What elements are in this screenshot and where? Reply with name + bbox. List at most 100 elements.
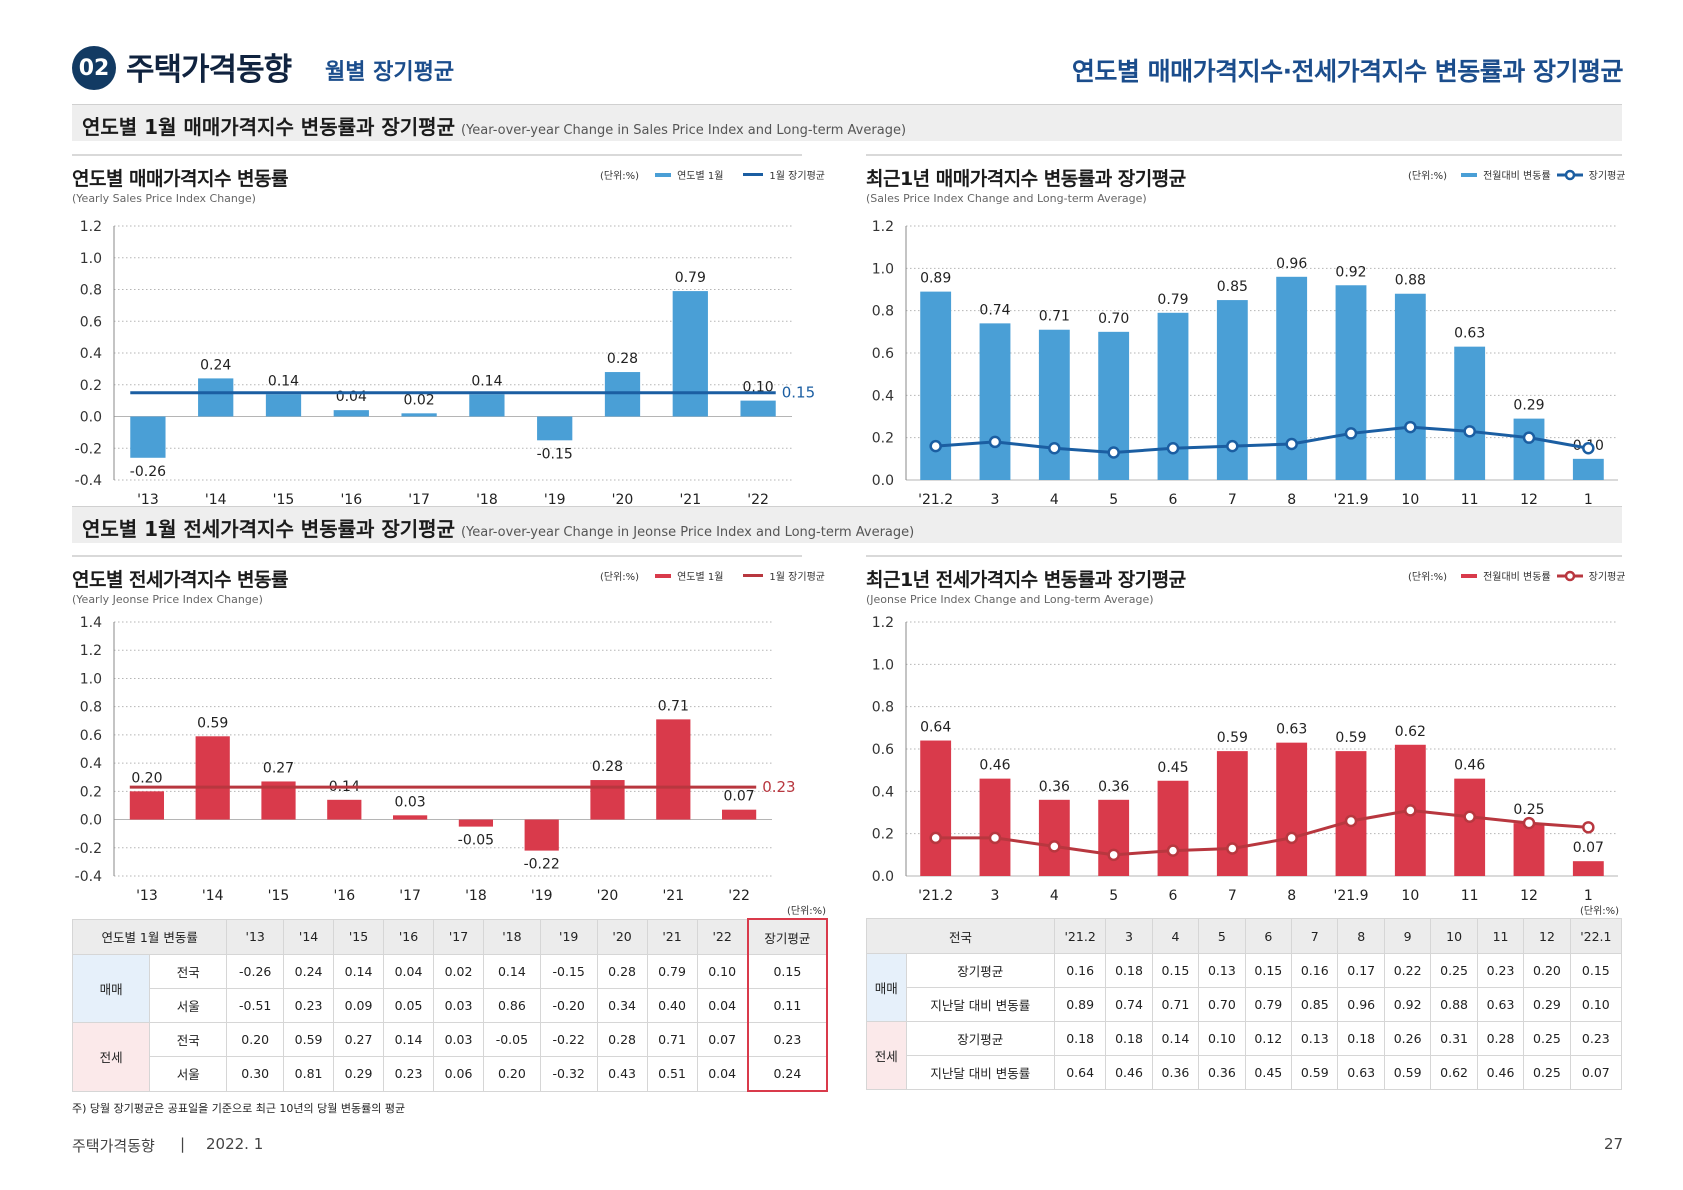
jeonse-recent-chart: 1.2 1.0 0.8 0.6 0.4 0.2 0.0 0.64 '21.2 0.46 3 0.36 4… <box>872 615 1618 902</box>
bar <box>1572 458 1604 480</box>
legend-bar-swatch <box>655 172 672 177</box>
data-label: 0.74 <box>979 302 1010 318</box>
chart-legend: (단위:%) 연도별 1월 1월 장기평균 <box>600 568 825 583</box>
table-row: 서울 -0.51 0.23 0.09 0.05 0.03 0.86 -0.20 0.34 0.40… <box>73 988 829 1023</box>
bar <box>195 736 230 820</box>
table-cell: 0.15 <box>1569 953 1623 988</box>
page-number: 27 <box>1604 1135 1624 1153</box>
x-tick-label: '22 <box>747 492 769 508</box>
x-tick-label: 10 <box>1401 888 1419 902</box>
table-cell: 0.92 <box>1383 987 1432 1022</box>
data-label: 0.28 <box>592 759 623 775</box>
table-cell: -0.51 <box>226 988 285 1023</box>
data-label: 0.14 <box>471 373 502 389</box>
row-label: 장기평균 <box>905 953 1056 988</box>
unit-label: (단위:%) <box>600 572 640 583</box>
x-tick-label: '20 <box>612 492 634 508</box>
bar <box>979 778 1011 876</box>
row-region-label: 서울 <box>149 1056 228 1092</box>
data-label: -0.05 <box>458 833 494 849</box>
table-cell: 0.29 <box>333 1056 385 1092</box>
data-label: 0.36 <box>1098 779 1129 795</box>
table-cell: 0.28 <box>596 954 648 989</box>
line-point <box>1226 842 1239 855</box>
y-tick-label: 0.0 <box>80 410 102 426</box>
x-tick-label: '17 <box>399 888 421 902</box>
y-tick-label: 0.4 <box>872 784 894 800</box>
bar <box>327 799 362 820</box>
table-cell: -0.22 <box>539 1022 598 1057</box>
table-cell: 0.20 <box>1523 953 1571 988</box>
table-cell: 0.23 <box>283 988 335 1023</box>
row-region-label: 전국 <box>149 954 228 989</box>
data-label: 0.46 <box>979 758 1010 774</box>
chart-legend: (단위:%) 연도별 1월 1월 장기평균 <box>600 167 825 182</box>
chart-legend: (단위:%) 전월대비 변동률 장기평균 <box>1408 568 1625 583</box>
y-tick-label: 1.0 <box>80 671 102 687</box>
y-tick-label: 0.8 <box>872 700 894 716</box>
line-point <box>1404 804 1417 817</box>
unit-label: (단위:%) <box>600 171 640 182</box>
jeonse-section-band: 연도별 1월 전세가격지수 변동률과 장기평균 (Year-over-year C… <box>72 506 1622 543</box>
x-tick-label: 5 <box>1109 492 1118 508</box>
table-cell: 0.62 <box>1430 1055 1478 1090</box>
y-tick-label: 0.2 <box>872 827 894 843</box>
long-term-average-line <box>935 808 1589 857</box>
table-cell: 0.88 <box>1430 987 1478 1022</box>
column-header: 8 <box>1337 918 1385 954</box>
data-label: 0.96 <box>1276 256 1307 272</box>
bar <box>721 809 757 820</box>
panel-divider <box>72 154 802 156</box>
table-cell: 0.23 <box>1569 1021 1623 1056</box>
table-cell: 0.40 <box>646 988 698 1023</box>
y-tick-label: 1.2 <box>80 219 102 235</box>
table-cell: 0.29 <box>1523 987 1571 1022</box>
table-cell: 0.07 <box>696 1022 749 1057</box>
x-tick-label: '20 <box>597 888 619 902</box>
column-header: '19 <box>539 918 598 955</box>
footer-publication: 주택가격동향 <box>72 1137 155 1155</box>
sales-section-title: 연도별 1월 매매가격지수 변동률과 장기평균 (Year-over-year C… <box>82 111 906 140</box>
bar <box>458 819 494 827</box>
bar <box>920 740 952 876</box>
x-tick-label: 3 <box>991 492 1000 508</box>
row-group-label: 전세 <box>71 1022 151 1092</box>
x-tick-label: '16 <box>333 888 355 902</box>
table-cell: 0.13 <box>1198 953 1246 988</box>
y-tick-label: 0.8 <box>872 304 894 320</box>
x-tick-label: '14 <box>205 492 227 508</box>
x-tick-label: '21.2 <box>918 492 953 508</box>
x-tick-label: '19 <box>544 492 566 508</box>
x-tick-label: '22 <box>728 888 750 902</box>
table-cell: 0.46 <box>1476 1055 1525 1090</box>
chart-title: 연도별 매매가격지수 변동률 <box>72 168 289 190</box>
line-point <box>1344 427 1358 440</box>
bar <box>524 819 559 851</box>
table-cell: 0.27 <box>333 1022 385 1057</box>
table-cell: 0.10 <box>1198 1021 1246 1056</box>
table-cell: -0.05 <box>482 1022 541 1057</box>
long-term-average-line <box>935 425 1589 454</box>
y-tick-label: -0.2 <box>75 841 102 857</box>
y-tick-label: 1.0 <box>872 261 894 277</box>
table-cell: 0.86 <box>482 988 541 1023</box>
monthly-change-table: 전국 '21.2 3 4 5 6 7 8 9 10 11 12'22.1 매매 장기평균 0.16 0.18 0… <box>866 918 1623 1090</box>
line-point <box>1404 420 1417 434</box>
table-cell: 0.30 <box>226 1056 285 1092</box>
line-point <box>1344 814 1358 828</box>
data-label: 0.07 <box>724 789 755 805</box>
table-cell: 0.63 <box>1476 987 1525 1022</box>
data-label: 0.28 <box>607 351 638 367</box>
bar <box>129 791 165 820</box>
data-label: 0.71 <box>658 698 689 714</box>
y-tick-label: 1.2 <box>872 615 894 631</box>
x-tick-label: '21.9 <box>1333 888 1368 902</box>
row-label: 지난달 대비 변동률 <box>905 987 1056 1022</box>
bar <box>1335 751 1367 876</box>
data-label: 0.24 <box>200 357 231 373</box>
bar <box>1572 861 1604 876</box>
table-cell: 0.20 <box>226 1022 285 1057</box>
legend-line-marker <box>1556 570 1583 581</box>
legend-bar-label: 전월대비 변동률 <box>1483 572 1551 583</box>
table-cell: 0.36 <box>1151 1055 1200 1090</box>
